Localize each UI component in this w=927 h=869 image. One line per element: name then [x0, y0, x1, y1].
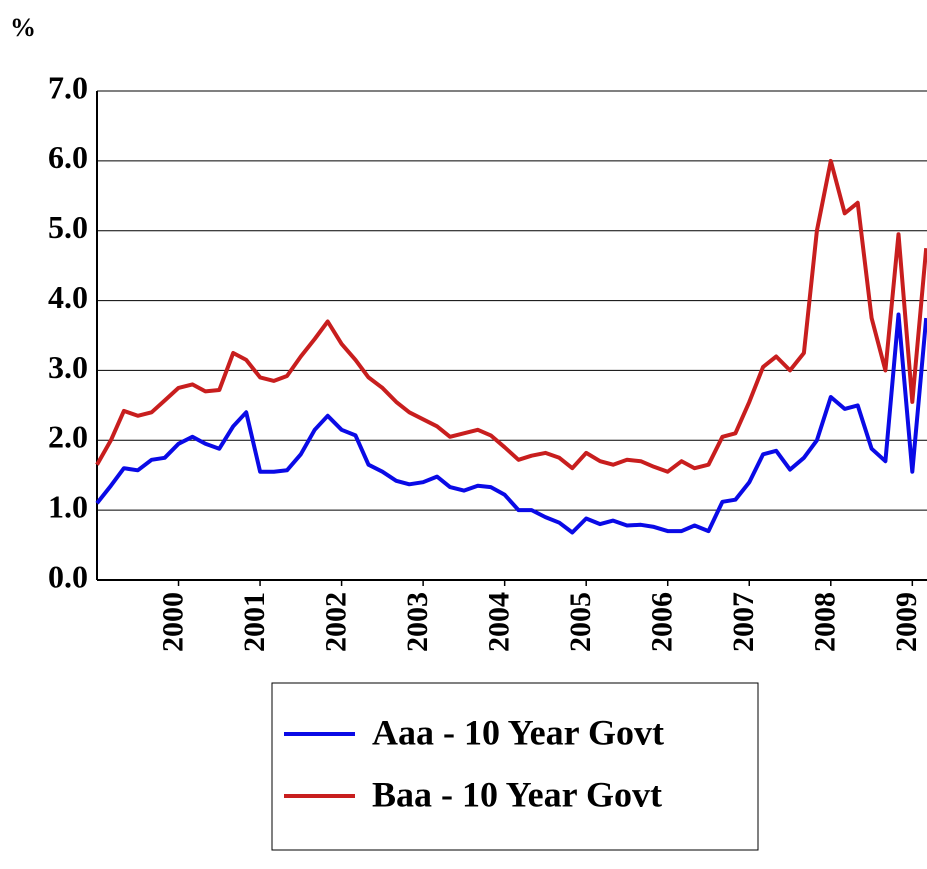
x-tick-label: 2002: [319, 592, 352, 652]
line-series: [95, 312, 927, 535]
y-tick-label: 6.0: [48, 139, 88, 175]
y-tick-label: 5.0: [48, 209, 88, 245]
x-tick-label: 2000: [156, 592, 189, 652]
y-tick-label: 2.0: [48, 419, 88, 455]
legend: Aaa - 10 Year Govt Baa - 10 Year Govt: [271, 682, 759, 851]
y-tick-label: 1.0: [48, 488, 88, 524]
x-tick-label: 2009: [890, 592, 923, 652]
x-tick-label: 2001: [238, 592, 271, 652]
legend-label: Aaa - 10 Year Govt: [372, 712, 664, 752]
x-tick-label: 2006: [646, 592, 679, 652]
x-tick-label: 2008: [809, 592, 842, 652]
y-axis-label: %: [10, 13, 36, 42]
x-tick-label: 2003: [401, 592, 434, 652]
x-tick-label: 2005: [564, 592, 597, 652]
legend-label: Baa - 10 Year Govt: [372, 774, 662, 814]
y-tick-label: 0.0: [48, 558, 88, 594]
x-tick-label: 2007: [727, 592, 760, 652]
y-tick-label: 3.0: [48, 349, 88, 385]
line-series: [95, 158, 927, 474]
legend-box: [271, 682, 759, 851]
x-tick-label: 2004: [483, 592, 516, 652]
y-tick-label: 4.0: [48, 279, 88, 315]
y-tick-label: 7.0: [48, 69, 88, 105]
